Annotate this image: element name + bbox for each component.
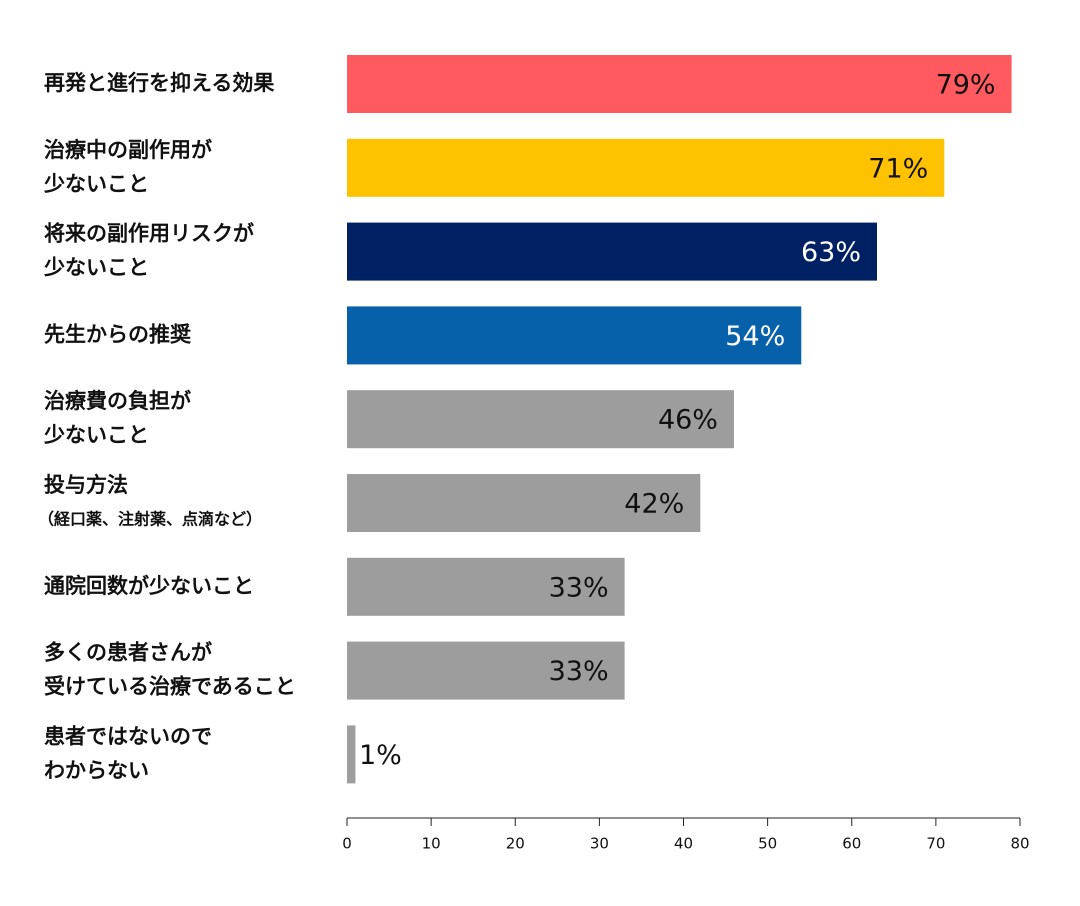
category-label: 将来の副作用リスクが [44,222,254,246]
bar [347,641,625,700]
x-tick-label: 10 [422,835,441,853]
bar [347,306,802,365]
value-label: 71% [868,153,928,184]
category-label: 多くの患者さんが [44,641,212,665]
category-label: 治療費の負担が [44,389,191,413]
category-label: 受けている治療であること [44,675,296,699]
x-tick-label: 20 [506,835,525,853]
value-label: 46% [658,405,718,436]
value-label: 1% [359,740,402,771]
x-tick-label: 30 [590,835,609,853]
bar [347,138,945,197]
category-label: 再発と進行を抑える効果 [44,71,274,95]
x-tick-label: 0 [342,835,352,853]
category-label: 通院回数が少ないこと [44,574,254,598]
category-label: 先生からの推奨 [44,322,192,346]
x-tick-label: 40 [674,835,693,853]
x-tick-label: 80 [1010,835,1029,853]
category-label: 患者ではないので [44,724,212,748]
bar [347,474,701,532]
category-label: わからない [44,758,149,782]
category-label: 治療中の副作用が [44,138,212,162]
x-tick-label: 50 [758,835,777,853]
value-label: 33% [549,656,609,687]
bar [347,222,877,281]
x-tick-label: 70 [926,835,945,853]
category-label: 少ないこと [43,172,149,196]
bar [347,725,356,784]
bar [347,390,734,449]
bar [347,55,1012,113]
value-label: 63% [801,237,861,268]
bar [347,557,625,616]
value-label: 54% [725,321,785,352]
category-label: （経口薬、注射薬、点滴など） [38,510,262,529]
value-label: 42% [624,489,684,520]
value-label: 33% [549,572,609,603]
category-label: 投与方法 [44,473,128,497]
category-label: 少ないこと [43,423,149,447]
x-tick-label: 60 [842,835,861,853]
category-label: 少ないこと [43,256,149,280]
value-label: 79% [936,70,996,101]
